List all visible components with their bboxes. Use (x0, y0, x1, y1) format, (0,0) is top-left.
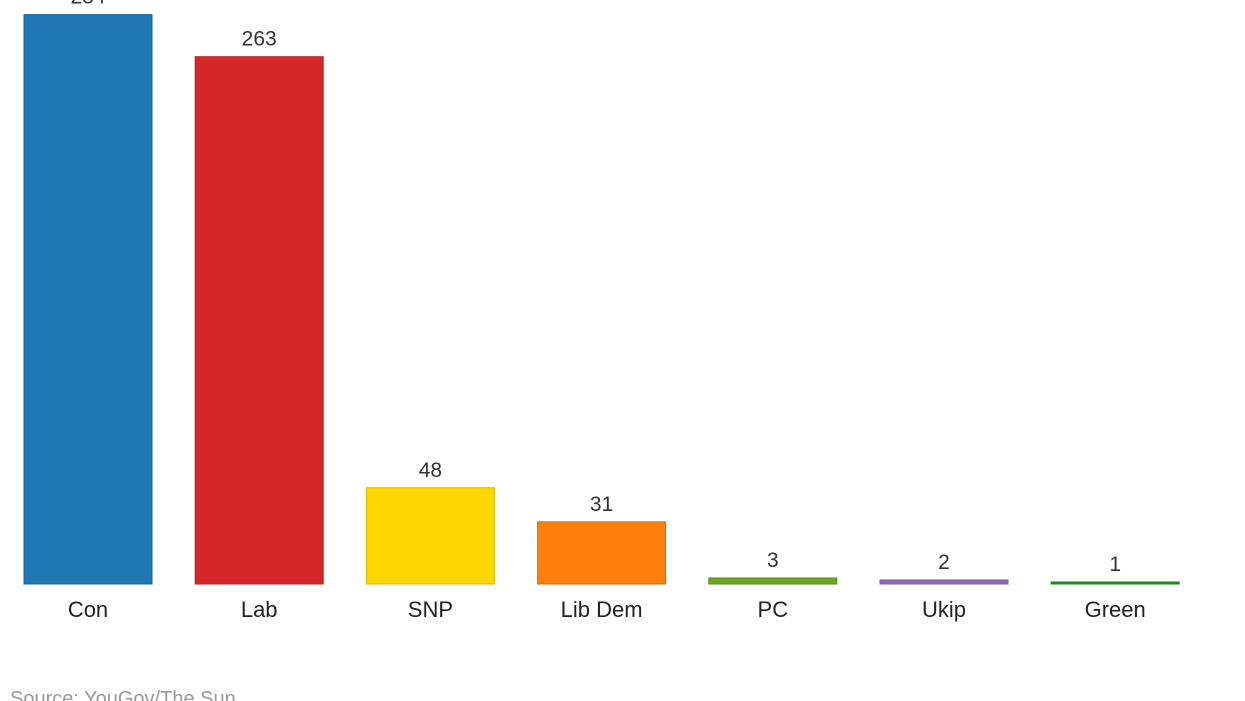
value-label: 3 (767, 549, 779, 572)
value-label: 263 (242, 28, 277, 51)
value-label: 284 (70, 0, 105, 9)
bar (194, 56, 324, 585)
bar (23, 14, 153, 585)
category-label: Lib Dem (561, 597, 643, 622)
value-label: 2 (938, 551, 950, 574)
value-label: 1 (1109, 553, 1121, 576)
value-label: 31 (590, 493, 613, 516)
bar (1050, 581, 1180, 585)
category-label: Ukip (922, 597, 966, 622)
bar (365, 487, 495, 585)
bar (879, 579, 1009, 585)
category-label: PC (758, 597, 789, 622)
category-label: Lab (241, 597, 278, 622)
bar (708, 577, 838, 585)
category-label: Con (68, 597, 108, 622)
source-note: Source: YouGov/The Sun (10, 688, 236, 701)
bar (537, 521, 667, 585)
value-label: 48 (419, 459, 442, 482)
category-label: SNP (408, 597, 453, 622)
category-label: Green (1085, 597, 1146, 622)
